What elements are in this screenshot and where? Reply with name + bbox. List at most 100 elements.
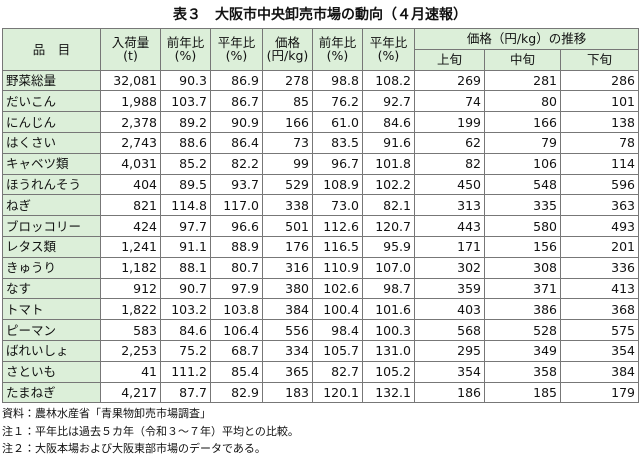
cell: 107.0 — [362, 256, 415, 279]
cell: 98.4 — [312, 319, 363, 341]
cell: 583 — [100, 319, 161, 341]
cell: 101 — [559, 90, 640, 113]
cell: 371 — [484, 277, 561, 300]
table-row: キャベツ類 4,031 85.2 82.2 99 96.7 101.8 82 106 114 — [2, 152, 640, 175]
cell: 404 — [100, 173, 161, 196]
cell: 114.8 — [160, 194, 211, 217]
table-row: さといも 41 111.2 85.4 365 82.7 105.2 354 358 384 — [2, 360, 640, 383]
cell: 90.9 — [210, 111, 263, 133]
cell: 103.7 — [160, 90, 211, 113]
cell: 176 — [262, 235, 313, 258]
cell: 269 — [414, 69, 485, 92]
cell: 108.2 — [362, 69, 415, 92]
cell: 111.2 — [160, 360, 211, 383]
cell: 116.5 — [312, 235, 363, 258]
cell: 98.8 — [312, 69, 363, 92]
cell: 108.9 — [312, 173, 363, 196]
cell: 1,822 — [100, 298, 161, 321]
table-row: ピーマン 583 84.6 106.4 556 98.4 100.3 568 528 575 — [2, 319, 640, 341]
cell: 106 — [484, 152, 561, 175]
column-header: 価格（円/kg）の推移 — [413, 28, 640, 50]
column-subheader: 下旬 — [559, 48, 640, 71]
row-label: なす — [2, 277, 101, 300]
cell: 403 — [414, 298, 485, 321]
column-subheader: 中旬 — [484, 48, 561, 71]
row-label: トマト — [2, 298, 101, 321]
cell: 286 — [559, 69, 640, 92]
cell: 120.7 — [362, 215, 415, 237]
table-row: 野菜総量 32,081 90.3 86.9 278 98.8 108.2 269 281 286 — [2, 69, 640, 92]
cell: 201 — [559, 235, 640, 258]
table-row: だいこん 1,988 103.7 86.7 85 76.2 92.7 74 80 101 — [2, 90, 640, 113]
cell: 2,743 — [100, 131, 161, 154]
row-label: きゅうり — [2, 256, 101, 279]
cell: 316 — [262, 256, 313, 279]
cell: 112.6 — [312, 215, 363, 237]
row-label: キャベツ類 — [2, 152, 101, 175]
cell: 41 — [100, 360, 161, 383]
cell: 363 — [559, 194, 640, 217]
cell: 568 — [414, 319, 485, 341]
cell: 424 — [100, 215, 161, 237]
cell: 386 — [484, 298, 561, 321]
cell: 166 — [484, 111, 561, 133]
cell: 183 — [262, 381, 313, 404]
cell: 493 — [559, 215, 640, 237]
cell: 413 — [559, 277, 640, 300]
cell: 101.8 — [362, 152, 415, 175]
cell: 61.0 — [312, 111, 363, 133]
cell: 98.7 — [362, 277, 415, 300]
cell: 100.4 — [312, 298, 363, 321]
table-row: ねぎ 821 114.8 117.0 338 73.0 82.1 313 335 363 — [2, 194, 640, 217]
cell: 90.7 — [160, 277, 211, 300]
cell: 79 — [484, 131, 561, 154]
cell: 82.2 — [210, 152, 263, 175]
cell: 358 — [484, 360, 561, 383]
column-header: 価格 (円/kg) — [262, 28, 313, 71]
cell: 110.9 — [312, 256, 363, 279]
note: 資料：農林水産省「青果物卸売市場調査」 — [2, 407, 211, 420]
row-label: ピーマン — [2, 319, 101, 341]
cell: 73 — [262, 131, 313, 154]
cell: 82 — [414, 152, 485, 175]
cell: 2,253 — [100, 339, 161, 362]
cell: 380 — [262, 277, 313, 300]
cell: 501 — [262, 215, 313, 237]
cell: 103.8 — [210, 298, 263, 321]
row-label: たまねぎ — [2, 381, 101, 404]
cell: 179 — [559, 381, 640, 404]
cell: 105.7 — [312, 339, 363, 362]
cell: 2,378 — [100, 111, 161, 133]
cell: 278 — [262, 69, 313, 92]
cell: 89.5 — [160, 173, 211, 196]
cell: 78 — [559, 131, 640, 154]
cell: 335 — [484, 194, 561, 217]
note: 注２：大阪本場および大阪東部市場のデータである。 — [2, 442, 266, 455]
cell: 185 — [484, 381, 561, 404]
cell: 87.7 — [160, 381, 211, 404]
header-row: 品 目入荷量 (t) 前年比 (%) 平年比 (%) 価格 (円/kg) 前年比 (%)… — [2, 28, 640, 71]
cell: 106.4 — [210, 319, 263, 341]
cell: 199 — [414, 111, 485, 133]
notes: 資料：農林水産省「青果物卸売市場調査」 注１：平年比は過去５カ年（令和３～７年）平… — [2, 405, 299, 458]
table-title: 表３ 大阪市中央卸売市場の動向（４月速報） — [173, 7, 467, 23]
cell: 73.0 — [312, 194, 363, 217]
cell: 102.2 — [362, 173, 415, 196]
cell: 100.3 — [362, 319, 415, 341]
cell: 101.6 — [362, 298, 415, 321]
cell: 89.2 — [160, 111, 211, 133]
cell: 80 — [484, 90, 561, 113]
cell: 62 — [414, 131, 485, 154]
cell: 97.9 — [210, 277, 263, 300]
cell: 1,988 — [100, 90, 161, 113]
cell: 365 — [262, 360, 313, 383]
cell: 76.2 — [312, 90, 363, 113]
table-row: にんじん 2,378 89.2 90.9 166 61.0 84.6 199 166 138 — [2, 111, 640, 133]
table-row: きゅうり 1,182 88.1 80.7 316 110.9 107.0 302 308 336 — [2, 256, 640, 279]
cell: 68.7 — [210, 339, 263, 362]
cell: 281 — [484, 69, 561, 92]
cell: 338 — [262, 194, 313, 217]
cell: 4,217 — [100, 381, 161, 404]
cell: 84.6 — [160, 319, 211, 341]
cell: 336 — [559, 256, 640, 279]
